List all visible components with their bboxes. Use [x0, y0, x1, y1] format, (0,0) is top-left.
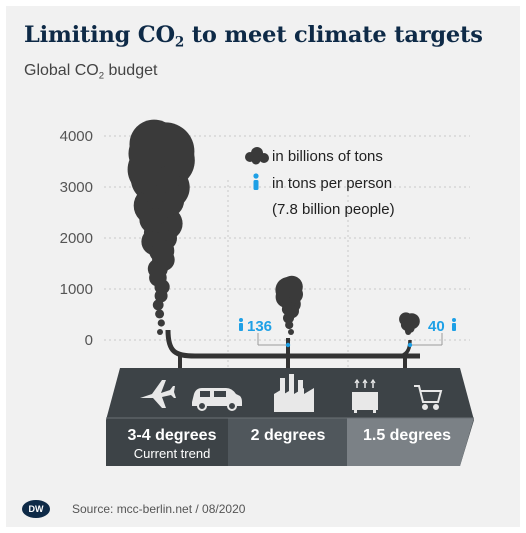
per-person-marker-1-5-degrees: 40: [407, 318, 456, 348]
chart-subtitle: Global CO2 budget: [24, 62, 158, 82]
airplane-icon: [140, 380, 176, 408]
smoke-puff: [157, 329, 163, 335]
smoke-puff: [280, 275, 303, 298]
per-person-marker-2-degrees: 136: [239, 318, 291, 348]
category-label-2-degrees: 2 degrees: [251, 427, 326, 444]
legend-person-note: (7.8 billion people): [272, 201, 395, 218]
connector-pipes: [165, 329, 420, 368]
legend: in billions of tons in tons per person (…: [245, 147, 395, 218]
smoke-puff: [288, 329, 294, 335]
smoke-column-1-5-degrees: [399, 312, 420, 335]
smoke-column-3-4-degrees: [127, 119, 195, 335]
smoke-puff: [399, 312, 413, 327]
source-note: Source: mcc-berlin.net / 08/2020: [72, 502, 246, 516]
y-tick-label: 0: [85, 332, 93, 349]
category-label-1-5-degrees: 1.5 degrees: [363, 427, 451, 444]
y-tick-label: 3000: [60, 179, 93, 196]
shopping-cart-icon: [414, 385, 443, 410]
y-tick-label: 1000: [60, 281, 93, 298]
category-label-3-4-degrees: 3-4 degrees: [128, 427, 217, 444]
chart-title: Limiting CO2 to meet climate targets: [24, 22, 483, 51]
smoke-column-2-degrees: [275, 275, 304, 335]
legend-smoke-label: in billions of tons: [272, 148, 383, 165]
y-tick-label: 2000: [60, 230, 93, 247]
person-icon: [253, 173, 259, 190]
emission-band: 3-4 degrees Current trend 2 degrees 1.5 …: [106, 368, 474, 466]
person-icon: [239, 318, 243, 331]
per-person-value-2-degrees: 136: [247, 318, 272, 335]
y-tick-label: 4000: [60, 128, 93, 145]
factory-icon: [274, 374, 314, 412]
footer: DW Source: mcc-berlin.net / 08/2020: [22, 500, 245, 518]
smoke-cloud-icon: [245, 147, 269, 165]
smoke-puff: [157, 319, 165, 327]
building-heat-icon: [352, 378, 378, 413]
car-icon: [192, 388, 242, 411]
smoke-puff: [129, 119, 179, 169]
person-icon: [452, 318, 456, 331]
legend-person-label: in tons per person: [272, 175, 392, 192]
category-sublabel-current-trend: Current trend: [134, 446, 211, 461]
smoke-puff: [155, 309, 165, 319]
dw-logo: DW: [22, 500, 50, 518]
per-person-value-1-5-degrees: 40: [428, 318, 445, 335]
